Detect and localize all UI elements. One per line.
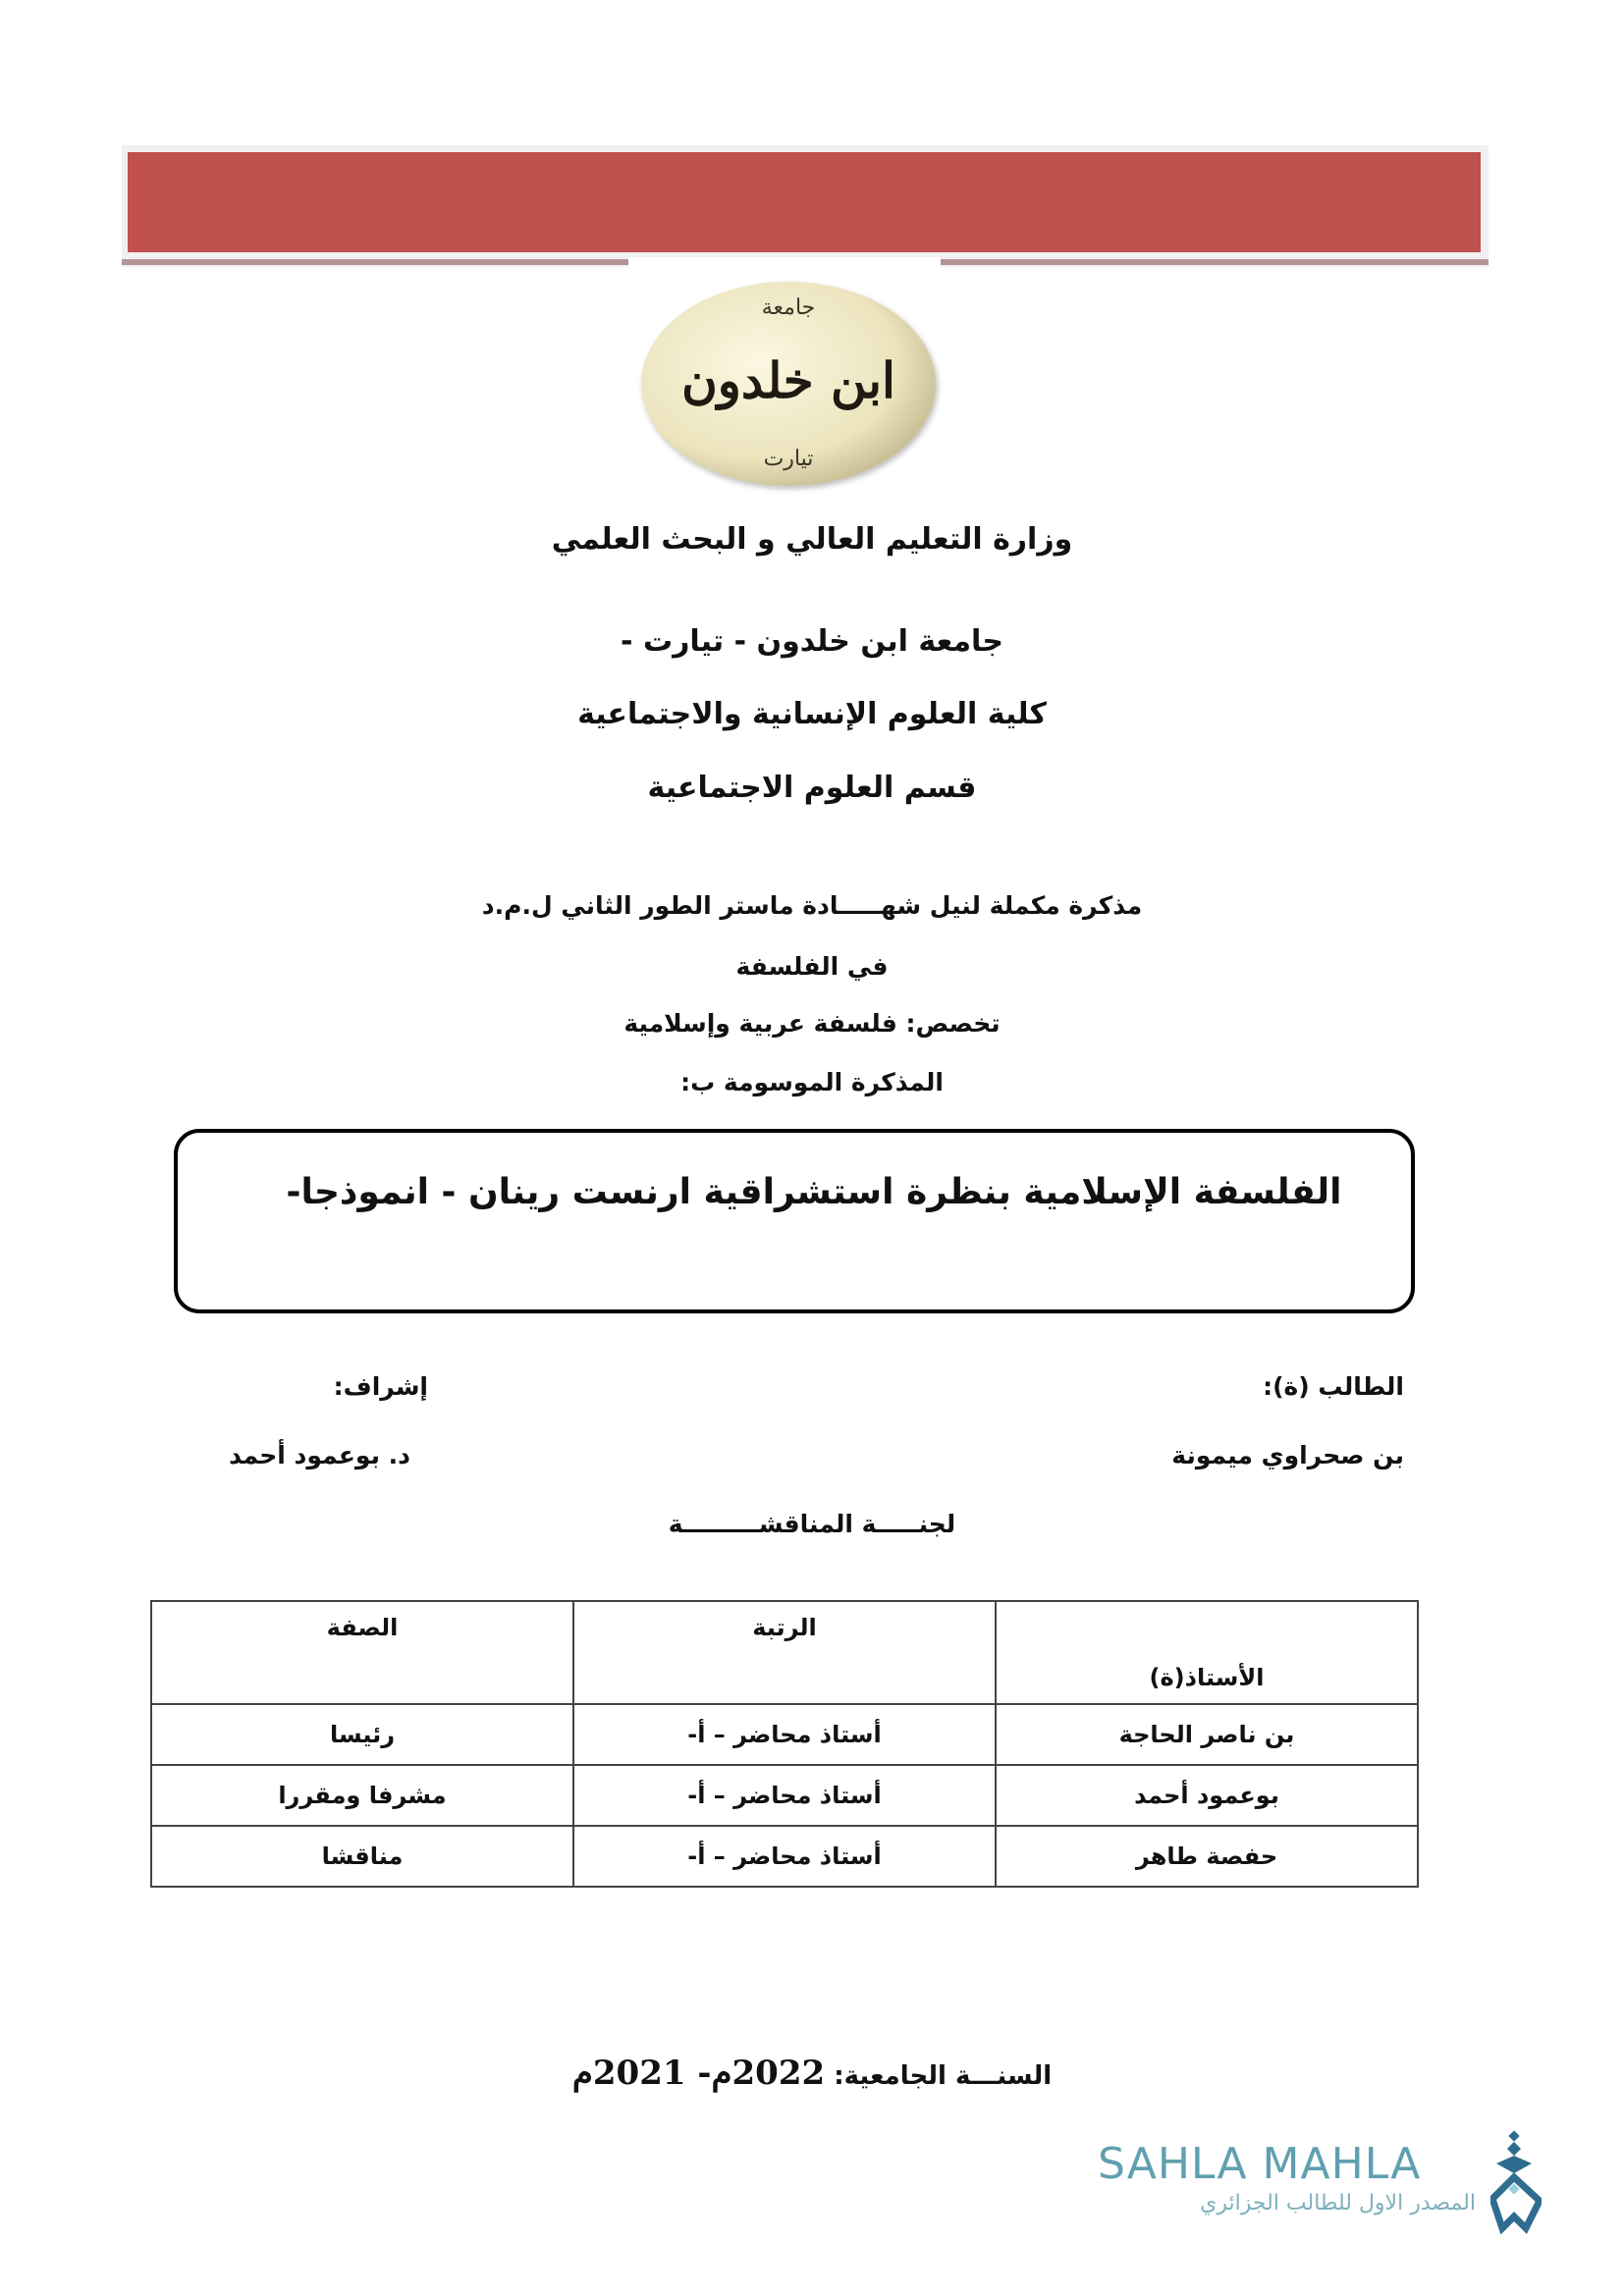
column-header-professor: الأستاذ(ة) xyxy=(995,1600,1419,1705)
sahla-mahla-logo-icon xyxy=(1490,2130,1542,2235)
department-name: قسم العلوم الاجتماعية xyxy=(647,771,977,805)
rank-cell: أستاذ محاضر – أ- xyxy=(572,1703,997,1766)
student-name: بن صحراوي ميمونة xyxy=(1171,1441,1404,1469)
logo-ring-text: جامعة xyxy=(761,295,816,320)
year-label: السنـــة الجامعية: xyxy=(834,2061,1053,2091)
watermark-tagline: المصدر الاول للطالب الجزائري xyxy=(1200,2191,1476,2216)
year-value: 2022م- 2021م xyxy=(571,2054,826,2093)
university-name: جامعة ابن خلدون - تيارت - xyxy=(621,624,1003,659)
banner-gap xyxy=(628,257,941,267)
professor-cell: بن ناصر الحاجة xyxy=(995,1703,1419,1766)
column-header-rank: الرتبة xyxy=(572,1600,997,1705)
specialty-line: تخصص: فلسفة عربية وإسلامية xyxy=(623,1009,1001,1038)
role-cell: مناقشا xyxy=(150,1825,574,1888)
watermark-brand: SAHLA MAHLA xyxy=(1098,2139,1422,2189)
academic-year: السنـــة الجامعية: 2022م- 2021م xyxy=(0,2054,1624,2093)
column-header-role: الصفة xyxy=(150,1600,574,1705)
titled-label: المذكرة الموسومة ب: xyxy=(680,1068,944,1096)
role-cell: مشرفا ومقررا xyxy=(150,1764,574,1827)
role-cell: رئيسا xyxy=(150,1703,574,1766)
committee-heading: لجنـــــة المناقشـــــــــة xyxy=(668,1510,956,1538)
thesis-title-box: الفلسفة الإسلامية بنظرة استشراقية ارنست … xyxy=(174,1129,1415,1313)
logo-ring-text-bottom: تيارت xyxy=(763,447,814,471)
supervisor-name: د. بوعمود أحمد xyxy=(229,1441,410,1469)
header-banner xyxy=(128,152,1481,252)
professor-cell: حفصة طاهر xyxy=(995,1825,1419,1888)
rank-cell: أستاذ محاضر – أ- xyxy=(572,1764,997,1827)
professor-cell: بوعمود أحمد xyxy=(995,1764,1419,1827)
sahla-mahla-watermark: SAHLA MAHLA المصدر الاول للطالب الجزائري xyxy=(1098,2140,1490,2218)
table-header-row: الأستاذ(ة) الرتبة الصفة xyxy=(150,1600,1419,1705)
ministry-name: وزارة التعليم العالي و البحث العلمي xyxy=(551,522,1073,557)
logo-calligraphy: ابن خلدون xyxy=(681,351,895,409)
table-row: بن ناصر الحاجة أستاذ محاضر – أ- رئيسا xyxy=(150,1703,1419,1766)
degree-line: مذكرة مكملة لنيل شهـــــادة ماستر الطور … xyxy=(481,891,1143,920)
committee-table: الأستاذ(ة) الرتبة الصفة بن ناصر الحاجة أ… xyxy=(150,1600,1419,1888)
table-row: حفصة طاهر أستاذ محاضر – أ- مناقشا xyxy=(150,1825,1419,1888)
thesis-title: الفلسفة الإسلامية بنظرة استشراقية ارنست … xyxy=(286,1172,1342,1212)
supervisor-label: إشراف: xyxy=(333,1372,428,1401)
university-logo: جامعة ابن خلدون تيارت xyxy=(641,282,936,486)
student-label: الطالب (ة): xyxy=(1263,1372,1404,1401)
rank-cell: أستاذ محاضر – أ- xyxy=(572,1825,997,1888)
table-row: بوعمود أحمد أستاذ محاضر – أ- مشرفا ومقرر… xyxy=(150,1764,1419,1827)
faculty-name: كلية العلوم الإنسانية والاجتماعية xyxy=(577,697,1047,731)
field-line: في الفلسفة xyxy=(735,952,889,981)
